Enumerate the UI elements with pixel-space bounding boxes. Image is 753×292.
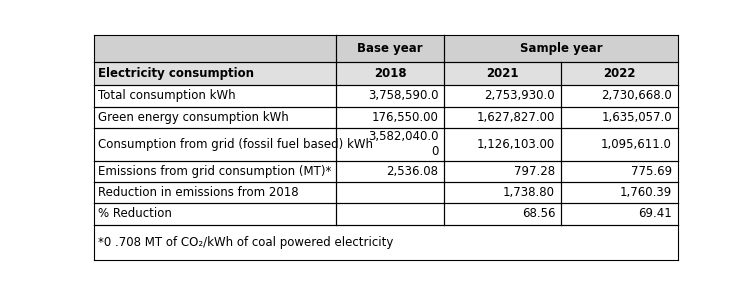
Text: % Reduction: % Reduction xyxy=(98,207,172,220)
Text: 1,126,103.00: 1,126,103.00 xyxy=(477,138,555,151)
Bar xyxy=(94,203,337,225)
Text: 797.28: 797.28 xyxy=(514,165,555,178)
Text: Total consumption kWh: Total consumption kWh xyxy=(98,89,236,102)
Bar xyxy=(94,182,337,203)
Text: *0 .708 MT of CO₂/kWh of coal powered electricity: *0 .708 MT of CO₂/kWh of coal powered el… xyxy=(98,236,394,249)
Text: 69.41: 69.41 xyxy=(638,207,672,220)
Bar xyxy=(561,85,678,107)
Bar xyxy=(94,128,337,161)
Text: 3,582,040.0
0: 3,582,040.0 0 xyxy=(368,130,438,158)
Text: 1,760.39: 1,760.39 xyxy=(620,186,672,199)
Bar xyxy=(444,182,561,203)
Text: 3,758,590.0: 3,758,590.0 xyxy=(368,89,438,102)
Text: Consumption from grid (fossil fuel based) kWh: Consumption from grid (fossil fuel based… xyxy=(98,138,373,151)
Bar xyxy=(337,62,444,85)
Bar xyxy=(444,203,561,225)
Bar xyxy=(444,107,561,128)
Text: 2,536.08: 2,536.08 xyxy=(386,165,438,178)
Bar xyxy=(444,62,561,85)
Text: Sample year: Sample year xyxy=(520,42,602,55)
Bar xyxy=(337,182,444,203)
Text: 2,730,668.0: 2,730,668.0 xyxy=(601,89,672,102)
Text: 2021: 2021 xyxy=(486,67,519,80)
Text: Emissions from grid consumption (MT)*: Emissions from grid consumption (MT)* xyxy=(98,165,331,178)
Text: Electricity consumption: Electricity consumption xyxy=(98,67,255,80)
Bar xyxy=(561,128,678,161)
Text: 2,753,930.0: 2,753,930.0 xyxy=(484,89,555,102)
Text: 1,095,611.0: 1,095,611.0 xyxy=(601,138,672,151)
Text: Green energy consumption kWh: Green energy consumption kWh xyxy=(98,111,289,124)
Text: 68.56: 68.56 xyxy=(522,207,555,220)
Text: 1,627,827.00: 1,627,827.00 xyxy=(477,111,555,124)
Bar xyxy=(561,161,678,182)
Bar xyxy=(94,62,337,85)
Bar xyxy=(561,182,678,203)
Bar xyxy=(337,128,444,161)
Text: 176,550.00: 176,550.00 xyxy=(371,111,438,124)
Bar xyxy=(337,35,444,62)
Text: 1,738.80: 1,738.80 xyxy=(503,186,555,199)
Bar xyxy=(444,161,561,182)
Bar xyxy=(561,62,678,85)
Bar xyxy=(94,107,337,128)
Bar xyxy=(444,35,678,62)
Text: Reduction in emissions from 2018: Reduction in emissions from 2018 xyxy=(98,186,299,199)
Bar xyxy=(337,85,444,107)
Text: 775.69: 775.69 xyxy=(631,165,672,178)
Bar xyxy=(337,161,444,182)
Bar xyxy=(94,85,337,107)
Bar xyxy=(94,35,337,62)
Bar xyxy=(337,203,444,225)
Text: 2018: 2018 xyxy=(374,67,407,80)
Bar xyxy=(561,107,678,128)
Bar xyxy=(94,161,337,182)
Text: 1,635,057.0: 1,635,057.0 xyxy=(601,111,672,124)
Bar xyxy=(94,225,678,260)
Text: Base year: Base year xyxy=(358,42,423,55)
Text: 2022: 2022 xyxy=(603,67,636,80)
Bar xyxy=(444,85,561,107)
Bar xyxy=(561,203,678,225)
Bar xyxy=(337,107,444,128)
Bar xyxy=(444,128,561,161)
